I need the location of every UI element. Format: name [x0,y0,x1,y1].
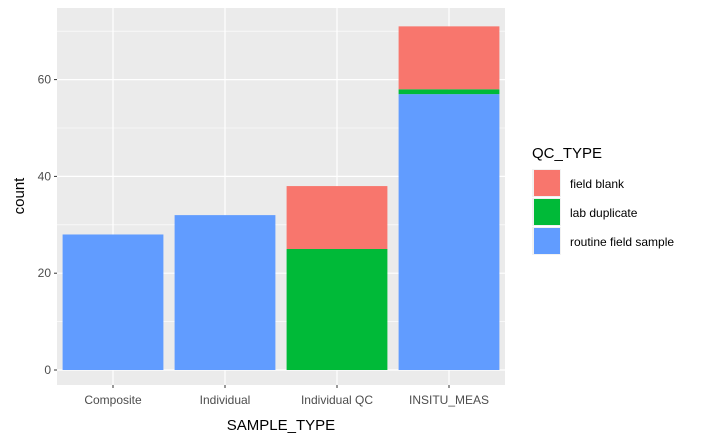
y-tick-label: 0 [44,363,51,377]
y-axis-title: count [11,177,28,215]
bar-segment [62,234,164,370]
y-axis-ticks: 0 20 40 60 [38,73,57,377]
legend-title: QC_TYPE [532,145,602,162]
x-axis-ticks: Composite Individual Individual QC INSITU_M… [84,385,489,407]
legend: QC_TYPE field blank lab duplicate routine … [532,145,674,255]
legend-label: lab duplicate [570,206,638,220]
x-tick-label: Individual [200,393,251,407]
y-tick-label: 60 [38,73,52,87]
bar-segment [398,26,500,90]
bars [62,26,500,371]
legend-label: field blank [570,177,625,191]
legend-swatch [534,228,560,254]
bar-segment [174,215,276,370]
x-tick-label: INSITU_MEAS [409,393,489,407]
legend-swatch [534,199,560,225]
x-tick-label: Composite [84,393,142,407]
legend-label: routine field sample [570,235,674,249]
bar-segment [286,186,388,249]
y-tick-label: 20 [38,266,52,280]
bar-segment [286,249,388,370]
x-tick-label: Individual QC [301,393,373,407]
y-tick-label: 40 [38,169,52,183]
bar-segment [398,94,500,371]
x-axis-title: SAMPLE_TYPE [227,417,335,434]
legend-swatch [534,170,560,196]
bar-segment [398,89,500,95]
